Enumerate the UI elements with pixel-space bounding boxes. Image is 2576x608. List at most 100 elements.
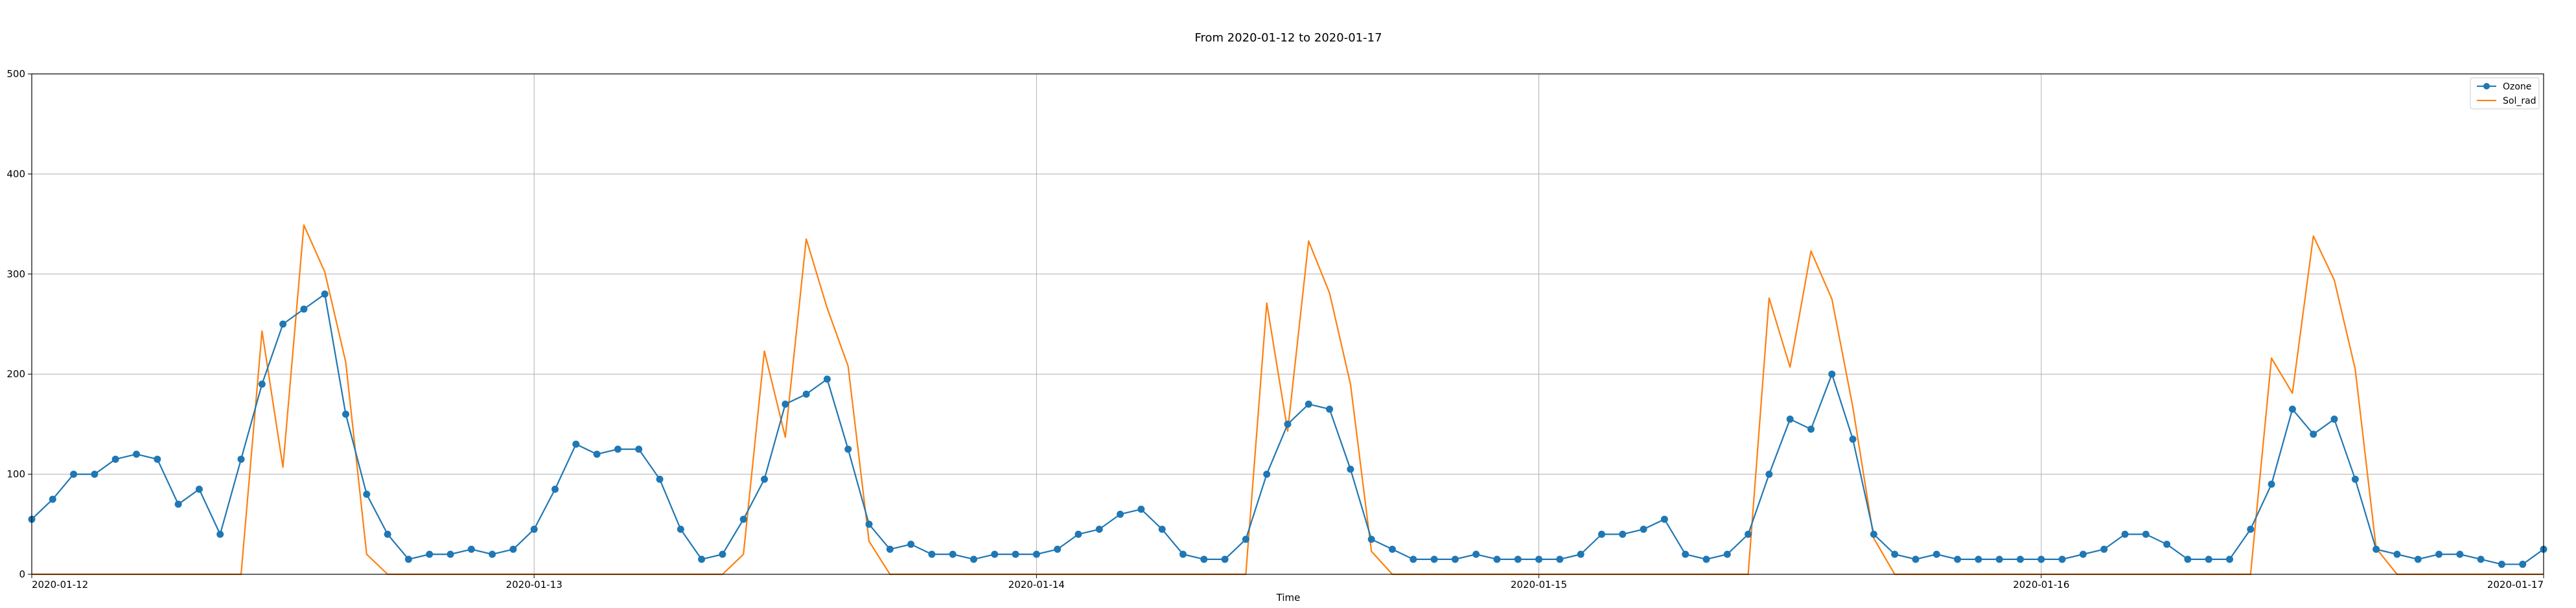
data-point-ozone xyxy=(1137,506,1145,513)
data-point-ozone xyxy=(1430,555,1438,563)
data-point-ozone xyxy=(635,445,643,453)
data-point-ozone xyxy=(865,520,873,528)
data-point-ozone xyxy=(1849,436,1857,443)
data-point-ozone xyxy=(1995,555,2003,563)
y-tick-label: 500 xyxy=(6,68,25,80)
y-tick-label: 400 xyxy=(6,168,25,180)
data-point-ozone xyxy=(1472,550,1480,558)
data-point-ozone xyxy=(2456,550,2464,558)
x-tick-label: 2020-01-14 xyxy=(1008,579,1065,590)
data-point-ozone xyxy=(1723,550,1731,558)
data-point-ozone xyxy=(1619,530,1627,538)
data-point-ozone xyxy=(1493,555,1501,563)
data-point-ozone xyxy=(258,380,266,388)
data-point-ozone xyxy=(1158,526,1166,533)
data-point-ozone xyxy=(1954,555,1962,563)
data-point-ozone xyxy=(572,440,580,448)
data-point-ozone xyxy=(1640,526,1647,533)
data-point-ozone xyxy=(49,495,56,503)
data-point-ozone xyxy=(279,320,287,328)
y-tick-label: 100 xyxy=(6,469,25,480)
data-point-ozone xyxy=(1095,526,1103,533)
data-point-ozone xyxy=(111,455,119,463)
data-point-ozone xyxy=(1305,401,1312,408)
legend-label-ozone: Ozone xyxy=(2503,82,2531,92)
data-point-ozone xyxy=(614,445,621,453)
data-point-ozone xyxy=(2435,550,2443,558)
data-point-ozone xyxy=(1117,510,1124,518)
data-point-ozone xyxy=(2414,555,2422,563)
data-point-ozone xyxy=(2121,530,2129,538)
data-point-ozone xyxy=(1932,550,1940,558)
data-point-ozone xyxy=(2288,405,2296,413)
chart-title: From 2020-01-12 to 2020-01-17 xyxy=(1194,31,1382,45)
data-point-ozone xyxy=(1012,550,1019,558)
data-point-ozone xyxy=(133,450,140,458)
data-point-ozone xyxy=(719,550,726,558)
x-tick-label: 2020-01-13 xyxy=(506,579,563,590)
data-point-ozone xyxy=(2037,555,2045,563)
data-point-ozone xyxy=(698,555,706,563)
data-point-ozone xyxy=(970,555,977,563)
data-point-ozone xyxy=(2351,475,2359,483)
y-tick-label: 0 xyxy=(19,568,25,580)
data-point-ozone xyxy=(404,555,412,563)
data-point-ozone xyxy=(1598,530,1605,538)
data-point-ozone xyxy=(593,450,601,458)
data-point-ozone xyxy=(928,550,936,558)
data-point-ozone xyxy=(991,550,999,558)
data-point-ozone xyxy=(739,515,747,523)
data-point-ozone xyxy=(384,530,391,538)
data-point-ozone xyxy=(1451,555,1459,563)
data-point-ozone xyxy=(802,390,810,398)
data-point-ozone xyxy=(761,475,768,483)
data-point-ozone xyxy=(300,305,308,313)
data-point-ozone xyxy=(426,550,434,558)
data-point-ozone xyxy=(1870,530,1877,538)
data-point-ozone xyxy=(656,475,664,483)
data-point-ozone xyxy=(321,290,329,298)
x-tick-label: 2020-01-17 xyxy=(2487,579,2544,590)
data-point-ozone xyxy=(2393,550,2401,558)
data-point-ozone xyxy=(91,471,99,478)
legend-marker-ozone xyxy=(2483,83,2490,89)
data-point-ozone xyxy=(2058,555,2066,563)
data-point-ozone xyxy=(2142,530,2150,538)
data-point-ozone xyxy=(1682,550,1689,558)
data-point-ozone xyxy=(70,471,78,478)
data-point-ozone xyxy=(1054,545,1062,553)
data-point-ozone xyxy=(1179,550,1187,558)
data-point-ozone xyxy=(2373,545,2380,553)
data-point-ozone xyxy=(216,530,224,538)
x-tick-label: 2020-01-16 xyxy=(2013,579,2069,590)
data-point-ozone xyxy=(174,500,182,508)
data-point-ozone xyxy=(195,485,203,493)
data-point-ozone xyxy=(509,545,517,553)
x-tick-label: 2020-01-15 xyxy=(1511,579,1567,590)
data-point-ozone xyxy=(2477,555,2485,563)
plot-frame xyxy=(31,73,2544,575)
data-point-ozone xyxy=(342,410,349,418)
data-point-ozone xyxy=(1786,415,1794,423)
data-point-ozone xyxy=(2268,480,2275,488)
data-point-ozone xyxy=(2163,541,2171,548)
data-point-ozone xyxy=(237,455,245,463)
data-point-ozone xyxy=(1032,550,1040,558)
data-point-ozone xyxy=(2330,415,2338,423)
y-axis-ticks: 0 100 200 300 400 500 xyxy=(6,68,32,580)
data-point-ozone xyxy=(2017,555,2024,563)
series xyxy=(28,224,2547,576)
data-point-ozone xyxy=(2310,430,2317,438)
data-point-ozone xyxy=(530,526,538,533)
data-point-ozone xyxy=(447,550,454,558)
legend: Ozone Sol_rad xyxy=(2470,77,2540,110)
x-axis-ticks: 2020-01-12 2020-01-13 2020-01-14 2020-01-15… xyxy=(31,574,2544,590)
data-point-ozone xyxy=(1367,535,1375,543)
data-point-ozone xyxy=(1326,405,1334,413)
data-point-ozone xyxy=(2100,545,2108,553)
data-point-ozone xyxy=(1807,425,1815,433)
data-point-ozone xyxy=(886,545,894,553)
data-point-ozone xyxy=(1912,555,1920,563)
series-line-sol-rad xyxy=(32,224,2544,576)
